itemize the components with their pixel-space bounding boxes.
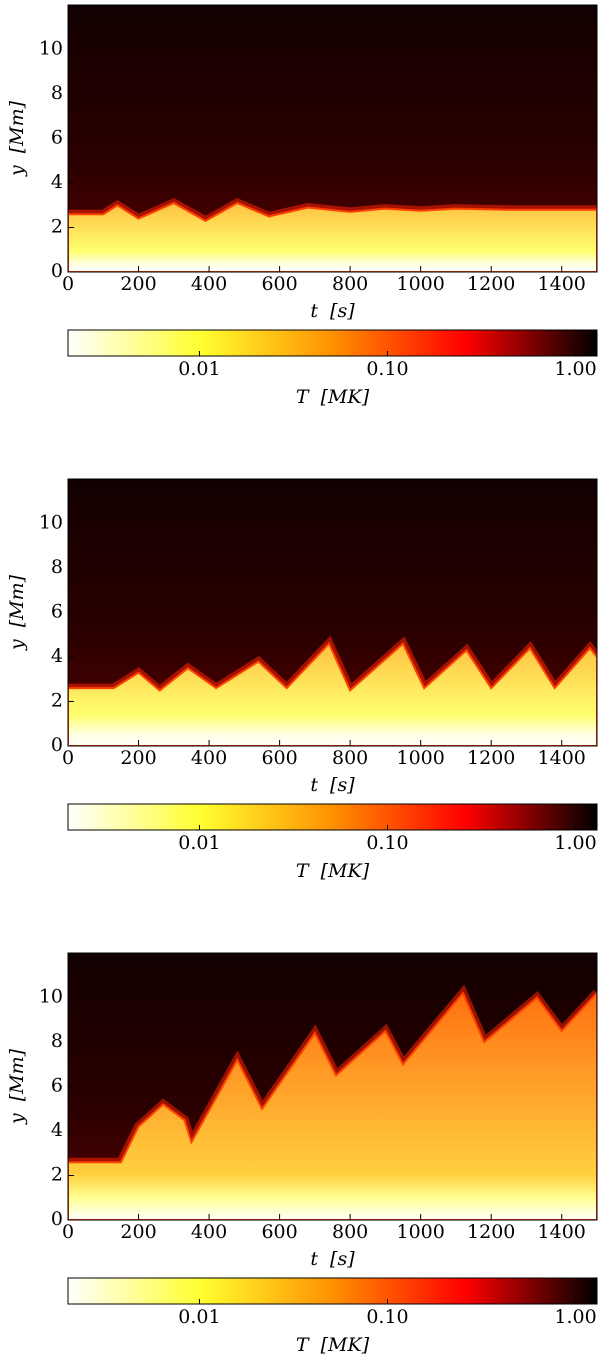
x-tick-label: 200 bbox=[120, 273, 156, 295]
x-tick-label: 200 bbox=[120, 747, 156, 769]
colorbar-label: T [MK] bbox=[296, 860, 370, 882]
x-axis-label: t [s] bbox=[310, 1248, 355, 1270]
y-tick-label: 10 bbox=[39, 986, 63, 1008]
x-tick-label: 0 bbox=[62, 273, 74, 295]
y-tick-label: 2 bbox=[51, 216, 63, 238]
x-axis-label: t [s] bbox=[310, 774, 355, 796]
colorbar-tick-label: 0.10 bbox=[366, 358, 408, 380]
heated-area bbox=[68, 641, 597, 746]
x-tick-label: 600 bbox=[261, 273, 297, 295]
x-tick-label: 0 bbox=[62, 747, 74, 769]
y-tick-label: 8 bbox=[51, 82, 63, 104]
y-tick-label: 0 bbox=[51, 1208, 63, 1230]
y-axis-label: y [Mm] bbox=[6, 100, 28, 177]
x-tick-label: 1200 bbox=[467, 747, 515, 769]
colorbar-tick-label: 0.10 bbox=[366, 1306, 408, 1328]
heatmap bbox=[68, 479, 597, 746]
y-tick-label: 8 bbox=[51, 1030, 63, 1052]
y-axis-label: y [Mm] bbox=[6, 1048, 28, 1125]
x-axis-label: t [s] bbox=[310, 300, 355, 322]
x-tick-label: 800 bbox=[332, 273, 368, 295]
x-tick-label: 400 bbox=[191, 273, 227, 295]
y-tick-label: 4 bbox=[51, 171, 63, 193]
x-tick-label: 1200 bbox=[467, 1221, 515, 1243]
colorbar-tick-label: 1.00 bbox=[554, 358, 596, 380]
colorbar-label: T [MK] bbox=[296, 386, 370, 408]
x-tick-label: 1400 bbox=[538, 273, 586, 295]
y-tick-label: 4 bbox=[51, 645, 63, 667]
heated-area bbox=[68, 201, 597, 272]
colorbar-tick-label: 0.01 bbox=[178, 358, 220, 380]
x-tick-label: 600 bbox=[261, 747, 297, 769]
y-tick-label: 2 bbox=[51, 1164, 63, 1186]
colorbar-tick-label: 0.01 bbox=[178, 1306, 220, 1328]
y-tick-label: 0 bbox=[51, 260, 63, 282]
heatmap bbox=[68, 953, 597, 1220]
colorbar-tick-label: 0.01 bbox=[178, 832, 220, 854]
x-tick-label: 1000 bbox=[396, 747, 444, 769]
y-tick-label: 0 bbox=[51, 734, 63, 756]
y-tick-label: 6 bbox=[51, 127, 63, 149]
x-tick-label: 1200 bbox=[467, 273, 515, 295]
heated-area bbox=[68, 991, 597, 1220]
x-tick-label: 800 bbox=[332, 747, 368, 769]
colorbar bbox=[67, 329, 598, 357]
x-tick-label: 1000 bbox=[396, 273, 444, 295]
x-tick-label: 1400 bbox=[538, 747, 586, 769]
y-tick-label: 6 bbox=[51, 1075, 63, 1097]
y-tick-label: 6 bbox=[51, 601, 63, 623]
heatmap bbox=[68, 5, 597, 272]
colorbar-tick-label: 0.10 bbox=[366, 832, 408, 854]
x-tick-label: 400 bbox=[191, 747, 227, 769]
colorbar bbox=[67, 803, 598, 831]
y-tick-label: 10 bbox=[39, 512, 63, 534]
x-tick-label: 800 bbox=[332, 1221, 368, 1243]
colorbar-label: T [MK] bbox=[296, 1334, 370, 1356]
colorbar bbox=[67, 1277, 598, 1305]
x-tick-label: 1400 bbox=[538, 1221, 586, 1243]
y-tick-label: 4 bbox=[51, 1119, 63, 1141]
x-tick-label: 600 bbox=[261, 1221, 297, 1243]
x-tick-label: 400 bbox=[191, 1221, 227, 1243]
x-tick-label: 1000 bbox=[396, 1221, 444, 1243]
colorbar-tick-label: 1.00 bbox=[554, 1306, 596, 1328]
y-tick-label: 10 bbox=[39, 38, 63, 60]
x-tick-label: 0 bbox=[62, 1221, 74, 1243]
y-axis-label: y [Mm] bbox=[6, 574, 28, 651]
colorbar-tick-label: 1.00 bbox=[554, 832, 596, 854]
y-tick-label: 8 bbox=[51, 556, 63, 578]
y-tick-label: 2 bbox=[51, 690, 63, 712]
x-tick-label: 200 bbox=[120, 1221, 156, 1243]
